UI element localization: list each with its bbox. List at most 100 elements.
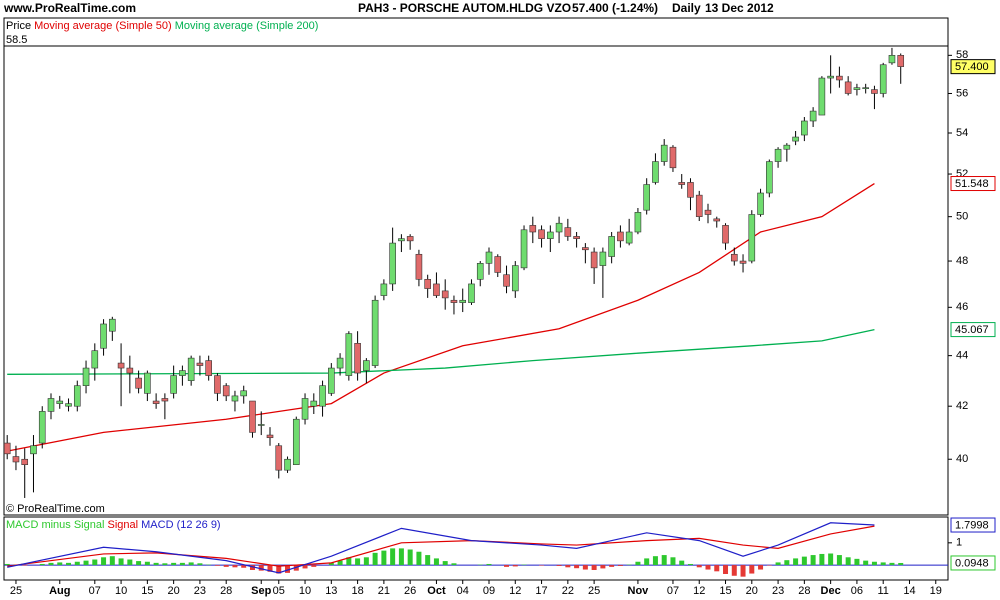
y-tick-label: 1	[956, 537, 962, 549]
candle-body	[275, 445, 283, 471]
histogram-bar	[258, 565, 264, 571]
candle-body	[249, 400, 256, 433]
x-tick-label: 15	[141, 585, 153, 597]
histogram-bar	[836, 555, 842, 566]
histogram-bar	[793, 558, 799, 566]
candle-body	[170, 375, 177, 394]
candle-body	[187, 357, 195, 381]
candle-body	[643, 184, 650, 211]
histogram-bar	[889, 562, 895, 566]
histogram-bar	[723, 565, 729, 574]
candle-body	[695, 194, 703, 217]
histogram-bar	[819, 553, 825, 566]
candle-body	[590, 251, 598, 269]
candle-body	[30, 445, 37, 455]
histogram-bar	[267, 565, 273, 572]
price-panel	[3, 17, 949, 516]
last-value-box	[950, 322, 996, 338]
candle-body	[266, 434, 274, 439]
histogram-bar	[416, 551, 422, 566]
histogram-bar	[801, 556, 807, 566]
x-tick-label: Oct	[427, 585, 446, 597]
x-tick-label: 28	[220, 585, 232, 597]
candle-body	[599, 251, 607, 266]
legend-entry: MACD (12 26 9)	[141, 519, 220, 531]
histogram-bar	[153, 562, 159, 566]
histogram-bar	[144, 561, 150, 566]
histogram-bar	[48, 562, 54, 566]
x-tick-label: 09	[483, 585, 495, 597]
candle-body	[625, 231, 633, 244]
x-tick-label: 07	[667, 585, 679, 597]
y-tick-label: 44	[956, 350, 968, 362]
histogram-bar	[66, 562, 72, 566]
candle-body	[47, 398, 55, 412]
histogram-bar	[425, 555, 431, 566]
histogram-bar	[214, 565, 220, 566]
candle-body	[284, 458, 291, 471]
x-tick-label: 21	[378, 585, 390, 597]
histogram-bar	[714, 565, 720, 572]
x-tick-label: 17	[535, 585, 547, 597]
candle-body	[801, 120, 808, 136]
x-tick-label: 13	[325, 585, 337, 597]
candle-body	[205, 360, 212, 376]
histogram-bar	[442, 561, 448, 566]
candle-body	[511, 265, 519, 292]
candle-body	[371, 299, 379, 366]
histogram-bar	[197, 563, 203, 566]
histogram-bar	[390, 548, 396, 566]
histogram-bar	[652, 556, 658, 566]
histogram-bar	[591, 565, 597, 570]
candle-body	[135, 377, 142, 389]
x-tick-label: Nov	[628, 585, 650, 597]
candle-body	[450, 299, 458, 303]
histogram-bar	[276, 565, 282, 574]
x-tick-label: 04	[457, 585, 469, 597]
histogram-bar	[381, 550, 387, 566]
candle-body	[809, 110, 817, 122]
candle-body	[196, 362, 204, 366]
candle-body	[844, 81, 852, 94]
histogram-bar	[346, 557, 352, 566]
histogram-bar	[241, 565, 247, 568]
x-tick-label: 26	[404, 585, 416, 597]
histogram-bar	[328, 562, 334, 566]
histogram-bar	[749, 565, 755, 574]
ma-line	[7, 182, 875, 452]
candle-body	[547, 231, 554, 239]
histogram-bar	[731, 565, 737, 576]
histogram-bar	[433, 558, 439, 566]
histogram-bar	[696, 565, 702, 568]
last-value-label: 0.0948	[955, 557, 989, 569]
candle-body	[573, 236, 580, 239]
candle-body	[126, 367, 134, 374]
candle-body	[678, 182, 686, 185]
histogram-bar	[582, 565, 588, 570]
x-tick-label: 19	[930, 585, 942, 597]
candle-body	[406, 236, 414, 242]
candle-body	[65, 403, 72, 407]
x-tick-label: 15	[719, 585, 731, 597]
x-tick-label: 12	[693, 585, 705, 597]
x-tick-label: Aug	[49, 585, 70, 597]
candle-body	[231, 395, 239, 402]
histogram-bar	[398, 548, 404, 566]
x-tick-label: Sep	[251, 585, 271, 597]
candle-body	[555, 222, 563, 233]
candle-body	[389, 242, 396, 285]
histogram-bar	[486, 563, 492, 566]
candle-body	[38, 411, 46, 444]
candle-body	[56, 400, 64, 404]
histogram-bar	[302, 565, 308, 569]
candle-body	[3, 442, 11, 455]
histogram-bar	[451, 563, 457, 566]
last-value-label: 1.7998	[955, 519, 989, 531]
histogram-bar	[74, 561, 80, 566]
legend-entry: Moving average (Simple 200)	[175, 20, 319, 32]
date: 13 Dec 2012	[705, 1, 774, 15]
candle-body	[328, 367, 335, 394]
